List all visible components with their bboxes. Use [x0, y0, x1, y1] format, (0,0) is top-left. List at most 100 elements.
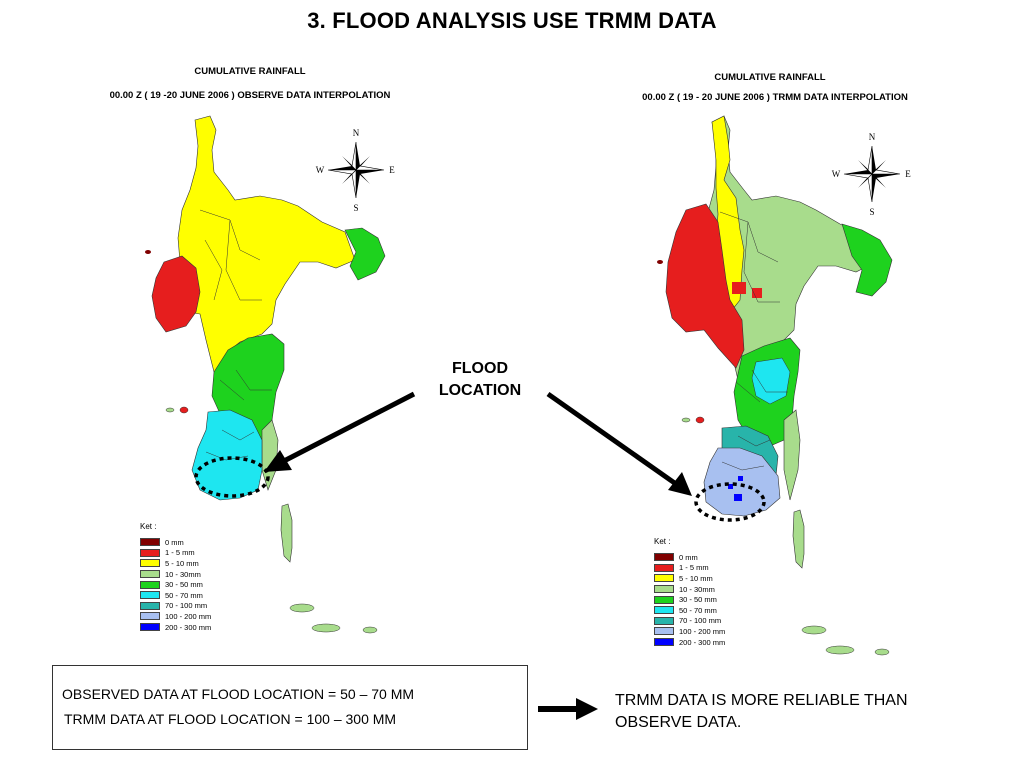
legend-swatch: [140, 591, 160, 600]
left-arrowhead-icon: [264, 450, 292, 472]
flood-label-line2: LOCATION: [438, 382, 522, 399]
legend-label: 70 - 100 mm: [679, 616, 722, 626]
right-region-lightblue: [703, 447, 781, 517]
legend-label: 5 - 10 mm: [165, 558, 199, 568]
compass-w-label: W: [832, 169, 841, 179]
legend-item: 10 - 30mm: [140, 569, 211, 580]
legend-swatch: [140, 538, 160, 547]
left-region-cyan: [191, 409, 263, 501]
legend-swatch: [140, 570, 160, 579]
legend-swatch: [654, 627, 674, 636]
legend-title: Ket :: [654, 537, 671, 546]
compass-n-label: N: [869, 132, 876, 142]
compass-n-label: N: [353, 128, 360, 138]
summary-box: [52, 665, 528, 750]
legend-swatch: [654, 563, 674, 572]
left-flood-arrow: [280, 391, 416, 465]
summary-arrowhead-icon: [576, 698, 598, 720]
legend-label: 1 - 5 mm: [679, 563, 709, 573]
right-map-heading: CUMULATIVE RAINFALL: [714, 72, 826, 83]
left-map-heading: CUMULATIVE RAINFALL: [194, 66, 306, 77]
legend-label: 30 - 50 mm: [679, 595, 717, 605]
legend-label: 200 - 300 mm: [679, 637, 726, 647]
flood-label-line1: FLOOD: [452, 360, 508, 377]
page-title: 3. FLOOD ANALYSIS USE TRMM DATA: [307, 8, 717, 33]
left-region-red: [151, 255, 201, 333]
legend-swatch: [654, 553, 674, 562]
compass-w-label: W: [316, 165, 325, 175]
legend-label: 100 - 200 mm: [679, 626, 726, 636]
right-map: [657, 115, 893, 656]
legend-swatch: [654, 595, 674, 604]
legend-swatch: [140, 548, 160, 557]
legend-label: 200 - 300 mm: [165, 622, 212, 632]
legend-item: 5 - 10 mm: [654, 573, 725, 584]
legend-item: 200 - 300 mm: [140, 622, 211, 633]
legend-label: 30 - 50 mm: [165, 580, 203, 590]
left-island: [280, 503, 293, 563]
left-map-subheading: 00.00 Z ( 19 -20 JUNE 2006 ) OBSERVE DAT…: [109, 90, 391, 101]
legend-item: 100 - 200 mm: [654, 626, 725, 637]
legend-label: 50 - 70 mm: [679, 605, 717, 615]
left-region-green-east: [344, 227, 386, 281]
legend-swatch: [140, 559, 160, 568]
legend-item: 0 mm: [654, 552, 725, 563]
legend-item: 30 - 50 mm: [140, 579, 211, 590]
right-compass-icon: N S E W: [832, 132, 912, 217]
legend-swatch: [140, 623, 160, 632]
legend-label: 100 - 200 mm: [165, 611, 212, 621]
right-map-subheading: 00.00 Z ( 19 - 20 JUNE 2006 ) TRMM DATA …: [642, 92, 908, 103]
left-legend: Ket : 0 mm 1 - 5 mm 5 - 10 mm 10 - 30mm 30 -…: [140, 522, 211, 632]
legend-item: 1 - 5 mm: [140, 548, 211, 559]
legend-title: Ket :: [140, 522, 157, 531]
legend-item: 200 - 300 mm: [654, 637, 725, 648]
right-region-cyan: [751, 357, 791, 405]
conclusion-line1: TRMM DATA IS MORE RELIABLE THAN: [615, 692, 908, 709]
legend-item: 50 - 70 mm: [654, 605, 725, 616]
summary-observed-text: OBSERVED DATA AT FLOOD LOCATION = 50 – 7…: [62, 686, 415, 702]
left-flood-marker: [194, 456, 270, 498]
left-region-yellow: [175, 115, 356, 373]
conclusion-line2: OBSERVE DATA.: [615, 714, 742, 731]
legend-swatch: [140, 612, 160, 621]
left-compass-icon: N S E W: [316, 128, 396, 213]
legend-item: 100 - 200 mm: [140, 611, 211, 622]
right-region-green-east: [841, 223, 893, 297]
flood-location-label: FLOOD LOCATION: [420, 358, 540, 402]
summary-trmm-text: TRMM DATA AT FLOOD LOCATION = 100 – 300 …: [64, 711, 397, 727]
legend-item: 5 - 10 mm: [140, 558, 211, 569]
legend-label: 70 - 100 mm: [165, 601, 208, 611]
legend-swatch: [654, 585, 674, 594]
legend-item: 30 - 50 mm: [654, 594, 725, 605]
legend-item: 1 - 5 mm: [654, 563, 725, 574]
legend-item: 0 mm: [140, 537, 211, 548]
right-legend: Ket : 0 mm 1 - 5 mm 5 - 10 mm 10 - 30mm 30 -…: [654, 537, 725, 647]
compass-s-label: S: [869, 207, 874, 217]
legend-item: 70 - 100 mm: [140, 601, 211, 612]
legend-label: 10 - 30mm: [679, 584, 715, 594]
legend-item: 10 - 30mm: [654, 584, 725, 595]
compass-s-label: S: [353, 203, 358, 213]
right-flood-arrow: [546, 391, 678, 487]
legend-label: 10 - 30mm: [165, 569, 201, 579]
left-map: [145, 115, 386, 634]
legend-swatch: [654, 638, 674, 647]
flood-arrows: [264, 391, 692, 720]
legend-swatch: [654, 616, 674, 625]
compass-e-label: E: [389, 165, 395, 175]
conclusion-text: TRMM DATA IS MORE RELIABLE THAN OBSERVE …: [615, 690, 908, 734]
legend-item: 50 - 70 mm: [140, 590, 211, 601]
legend-swatch: [654, 606, 674, 615]
legend-swatch: [654, 574, 674, 583]
right-arrowhead-icon: [668, 472, 692, 496]
legend-label: 50 - 70 mm: [165, 590, 203, 600]
legend-label: 1 - 5 mm: [165, 548, 195, 558]
legend-label: 0 mm: [679, 552, 698, 562]
legend-swatch: [140, 601, 160, 610]
legend-label: 0 mm: [165, 537, 184, 547]
right-flood-marker: [694, 482, 766, 522]
legend-label: 5 - 10 mm: [679, 573, 713, 583]
right-region-red: [665, 203, 745, 369]
right-island: [792, 509, 805, 569]
